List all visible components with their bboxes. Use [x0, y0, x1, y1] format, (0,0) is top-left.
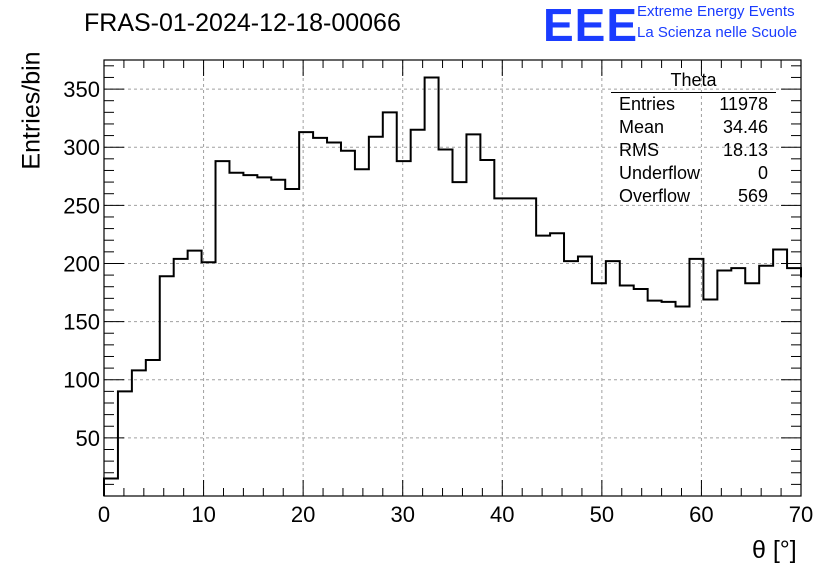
y-tick-label: 50 — [76, 426, 100, 451]
histogram-bin — [564, 261, 578, 496]
x-tick-label: 10 — [191, 502, 215, 527]
histogram-bin — [397, 161, 411, 496]
histogram-bin — [146, 360, 160, 496]
logo-line-1: Extreme Energy Events — [637, 3, 795, 20]
stats-value: 11978 — [719, 94, 768, 114]
logo-line-2: La Scienza nelle Scuole — [637, 24, 798, 41]
histogram-bin — [536, 236, 550, 496]
stats-box: Theta Entries 11978 Mean 34.46 RMS 18.13… — [611, 70, 776, 208]
stats-value: 0 — [757, 163, 768, 183]
histogram-bin — [216, 161, 230, 496]
y-tick-label: 300 — [63, 135, 100, 160]
histogram-bin — [592, 283, 606, 496]
histogram-bin — [355, 169, 369, 496]
histogram-bin — [606, 261, 620, 496]
histogram-bin — [689, 259, 703, 496]
histogram-bin — [369, 137, 383, 496]
histogram-bin — [104, 479, 118, 496]
histogram-bin — [341, 151, 355, 496]
histogram-bin — [731, 268, 745, 496]
histogram-bin — [327, 143, 341, 496]
stats-label: Underflow — [619, 163, 701, 183]
histogram-bin — [550, 233, 564, 496]
x-tick-label: 50 — [590, 502, 614, 527]
y-tick-label: 350 — [63, 77, 100, 102]
stats-row-rms: RMS 18.13 — [611, 139, 776, 162]
histogram-bin — [202, 262, 216, 496]
y-tick-label: 150 — [63, 310, 100, 335]
stats-row-mean: Mean 34.46 — [611, 116, 776, 139]
chart-title: FRAS-01-2024-12-18-00066 — [84, 9, 401, 37]
histogram-bin — [508, 198, 522, 496]
histogram-bin — [383, 112, 397, 496]
histogram-bin — [648, 301, 662, 496]
histogram-bin — [759, 266, 773, 496]
histogram-bin — [522, 198, 536, 496]
stats-value: 18.13 — [722, 140, 768, 160]
histogram-bin — [285, 189, 299, 496]
histogram-bin — [634, 289, 648, 496]
eee-logo-mark: EEE — [543, 0, 639, 51]
plot-frame — [103, 59, 802, 497]
x-tick-label: 20 — [291, 502, 315, 527]
histogram-bin — [257, 177, 271, 496]
x-tick-label: 30 — [390, 502, 414, 527]
histogram-bin — [494, 198, 508, 496]
y-tick-label: 100 — [63, 368, 100, 393]
histogram-bin — [439, 150, 453, 496]
histogram-bin — [411, 130, 425, 496]
histogram-bin — [160, 276, 174, 496]
histogram-bin — [787, 268, 801, 496]
histogram-bin — [703, 300, 717, 496]
histogram-bin — [243, 175, 257, 496]
histogram-bin — [662, 302, 676, 496]
histogram-bin — [271, 180, 285, 496]
histogram-series — [103, 76, 802, 496]
stats-value: 569 — [737, 186, 768, 206]
stats-label: Mean — [619, 117, 665, 137]
stats-row-entries: Entries 11978 — [611, 93, 776, 116]
x-tick-label: 60 — [689, 502, 713, 527]
x-tick-label: 0 — [98, 502, 110, 527]
histogram-bin — [745, 283, 759, 496]
stats-label: Overflow — [619, 186, 691, 206]
histogram-bin — [188, 251, 202, 496]
histogram-bin — [118, 391, 132, 496]
stats-row-underflow: Underflow 0 — [611, 162, 776, 185]
histogram-bin — [229, 173, 243, 496]
stats-box-title: Theta — [611, 70, 776, 93]
y-axis-label: Entries/bin — [17, 51, 46, 170]
histogram-bin — [717, 270, 731, 496]
x-tick-label: 70 — [789, 502, 813, 527]
stats-label: RMS — [619, 140, 659, 160]
histogram-bin — [174, 259, 188, 496]
histogram-bin — [299, 132, 313, 496]
stats-label: Entries — [619, 94, 676, 114]
histogram-bin — [466, 134, 480, 496]
histogram-bin — [425, 77, 439, 496]
histogram-bin — [578, 256, 592, 496]
histogram-bin — [620, 286, 634, 496]
stats-value: 34.46 — [722, 117, 768, 137]
x-tick-label: 40 — [490, 502, 514, 527]
stats-row-overflow: Overflow 569 — [611, 185, 776, 208]
y-tick-label: 250 — [63, 193, 100, 218]
x-axis-label: θ [°] — [752, 536, 797, 564]
histogram-bin — [676, 306, 690, 496]
histogram-bin — [132, 370, 146, 496]
histogram-bin — [313, 138, 327, 496]
histogram-bin — [480, 160, 494, 496]
y-tick-label: 200 — [63, 251, 100, 276]
histogram-bin — [453, 182, 467, 496]
histogram-bin — [773, 250, 787, 496]
